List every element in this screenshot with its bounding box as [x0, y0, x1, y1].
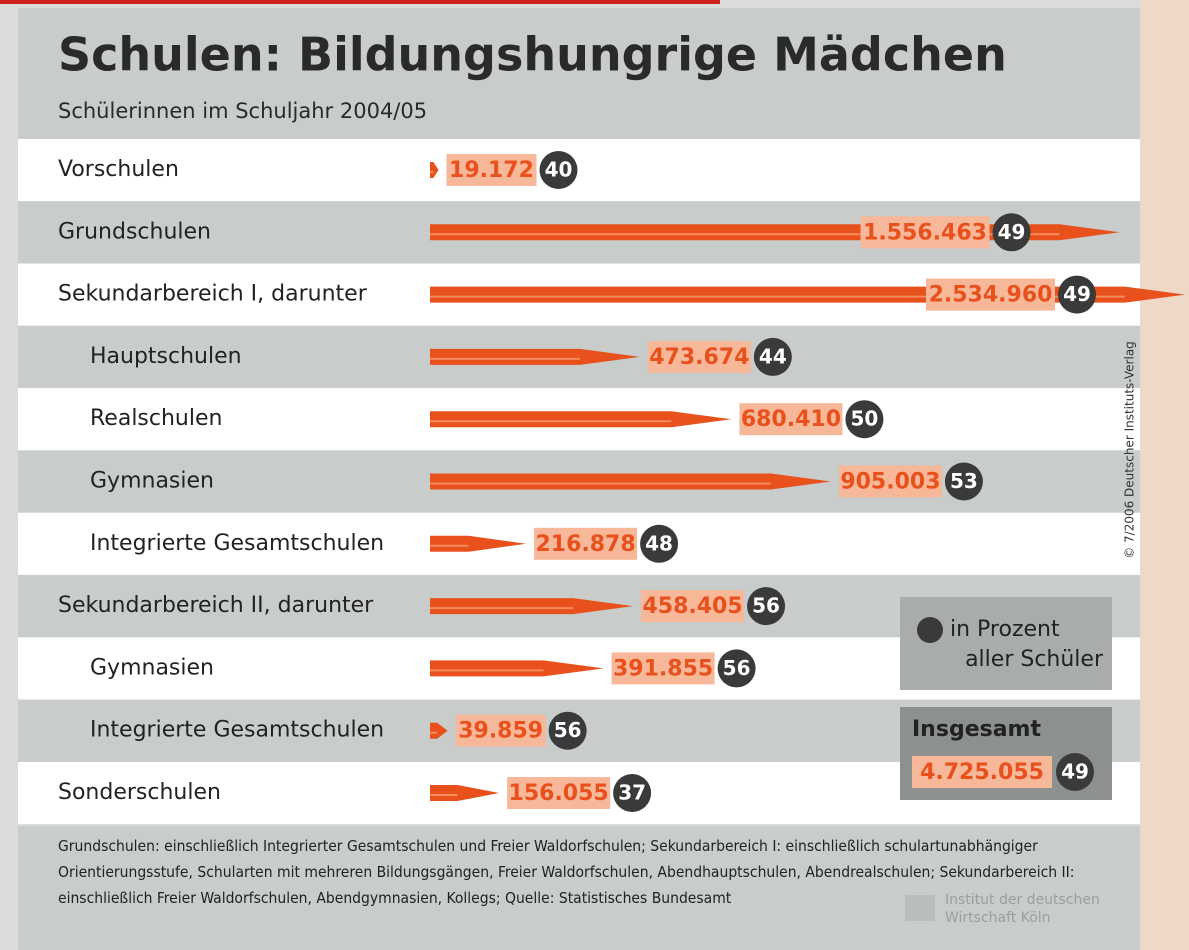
- value-box: [647, 340, 751, 373]
- value-label: 391.855: [613, 656, 713, 681]
- share-label: 40: [545, 158, 573, 182]
- total-label: Insgesamt: [912, 717, 1041, 742]
- value-box: [446, 154, 537, 186]
- category-label: Integrierte Gesamtschulen: [90, 531, 384, 556]
- value-label: 216.878: [535, 532, 635, 557]
- value-label: 2.534.960: [929, 283, 1053, 308]
- share-label: 49: [998, 220, 1026, 244]
- total-share-circle: [1056, 753, 1094, 791]
- value-box: [534, 527, 638, 560]
- paper-edge: [1140, 0, 1189, 950]
- footer-band: [18, 826, 1140, 950]
- share-circle: [944, 462, 983, 501]
- share-circle: [548, 711, 587, 750]
- category-label: Sonderschulen: [58, 780, 221, 805]
- credit: © 7/2006 Deutscher Instituts-Verlag: [1123, 341, 1137, 559]
- value-label: 39.859: [458, 719, 543, 744]
- value-box: [838, 465, 942, 498]
- category-label: Hauptschulen: [90, 344, 242, 369]
- share-label: 56: [554, 718, 582, 742]
- share-circle: [717, 649, 756, 688]
- value-label: 905.003: [840, 470, 940, 495]
- share-circle: [992, 213, 1031, 252]
- value-box: [455, 714, 546, 747]
- pencil-bar: [430, 535, 527, 552]
- pencil-bar: [430, 473, 831, 490]
- share-label: 48: [645, 531, 673, 555]
- share-circle: [613, 774, 652, 812]
- share-label: 56: [723, 656, 751, 680]
- value-box: [641, 590, 745, 623]
- value-box: [926, 278, 1055, 311]
- value-box: [507, 777, 611, 809]
- share-label: 50: [850, 407, 878, 431]
- share-circle: [539, 151, 578, 189]
- legend-label: in Prozent aller Schüler: [950, 617, 1104, 672]
- footnote: Grundschulen: einschließlich Integrierte…: [58, 837, 1075, 907]
- chart-subtitle: Schülerinnen im Schuljahr 2004/05: [58, 99, 427, 123]
- pencil-bar: [430, 162, 439, 178]
- value-label: 473.674: [649, 345, 749, 370]
- legend-marker: [917, 617, 943, 643]
- pencil-bar: [430, 722, 448, 739]
- pencil-bar: [430, 348, 640, 365]
- category-label: Realschulen: [90, 406, 222, 431]
- share-circle: [1058, 275, 1096, 314]
- pencil-bar: [430, 411, 732, 428]
- value-label: 458.405: [642, 594, 742, 619]
- share-circle: [640, 524, 679, 563]
- total-value-box: [912, 756, 1052, 788]
- pencil-bar: [430, 598, 634, 615]
- share-label: 37: [618, 781, 646, 805]
- share-circle: [747, 587, 786, 626]
- total-value: 4.725.055: [920, 760, 1044, 785]
- category-label: Gymnasien: [90, 469, 214, 494]
- value-label: 156.055: [509, 781, 609, 806]
- value-box: [860, 216, 990, 249]
- top-rule: [0, 0, 720, 4]
- logo-mark: [905, 895, 935, 921]
- category-label: Sekundarbereich I, darunter: [58, 282, 368, 307]
- category-label: Gymnasien: [90, 655, 214, 680]
- value-label: 1.556.463: [863, 220, 987, 245]
- value-label: 19.172: [449, 158, 534, 183]
- share-label: 44: [759, 344, 787, 368]
- logo-text: Institut der deutschen Wirtschaft Köln: [945, 892, 1100, 926]
- share-label: 53: [950, 469, 978, 493]
- share-circle: [845, 400, 884, 439]
- category-label: Vorschulen: [58, 157, 179, 182]
- total-share: 49: [1061, 760, 1089, 784]
- chart-title: Schulen: Bildungshungrige Mädchen: [58, 28, 1007, 82]
- value-box: [739, 403, 843, 436]
- value-label: 680.410: [741, 407, 841, 432]
- pencil-bar: [430, 785, 500, 801]
- category-label: Grundschulen: [58, 219, 211, 244]
- pencil-bar: [430, 660, 604, 677]
- value-box: [611, 652, 715, 685]
- header-band: [18, 8, 1140, 140]
- category-label: Sekundarbereich II, darunter: [58, 593, 374, 618]
- legend-box: [900, 597, 1112, 690]
- share-circle: [753, 337, 792, 376]
- share-label: 49: [1063, 282, 1091, 306]
- category-label: Integrierte Gesamtschulen: [90, 718, 384, 743]
- share-label: 56: [752, 594, 780, 618]
- row-band: [18, 139, 1140, 201]
